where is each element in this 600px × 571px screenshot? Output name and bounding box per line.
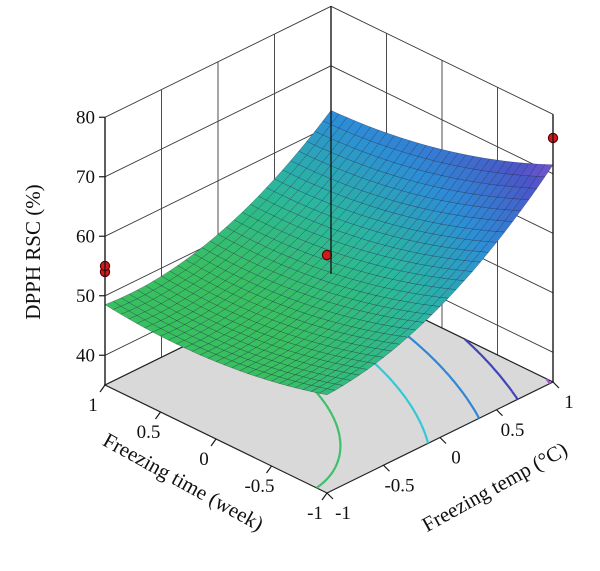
- y-tick: [439, 437, 447, 444]
- x-tick: [321, 492, 328, 501]
- z-tick-label: 80: [76, 107, 95, 128]
- z-tick-label: 40: [76, 345, 95, 366]
- x-tick: [266, 465, 272, 474]
- design-point: [321, 249, 333, 261]
- x-tick-label: 1: [88, 395, 98, 416]
- x-tick: [99, 384, 106, 393]
- y-tick: [326, 492, 334, 500]
- z-axis-title: DPPH RSC (%): [21, 184, 45, 319]
- y-tick-label: 1: [564, 392, 574, 413]
- response-surface: [104, 110, 554, 395]
- z-tick-label: 70: [76, 167, 95, 188]
- tick-labels: 40 50 60 70 80 1 0.5 0 -0.5 -1 -1 -0.5 0 0.5 1: [76, 107, 574, 524]
- y-tick-label: -1: [335, 503, 351, 524]
- y-axis-title: Freezing temp (°C): [418, 437, 572, 537]
- y-tick: [496, 409, 503, 417]
- contour-line: [545, 378, 551, 385]
- x-tick-label: -0.5: [244, 476, 274, 497]
- x-tick-label: 0: [199, 449, 209, 470]
- y-tick: [552, 381, 560, 389]
- wall-hgrid: [104, 5, 554, 118]
- x-tick-label: -1: [307, 503, 323, 524]
- surface-cell: [318, 388, 336, 395]
- y-tick: [383, 464, 390, 472]
- y-tick-label: 0: [451, 448, 461, 469]
- x-tick-label: 0.5: [137, 422, 161, 443]
- contour-line: [463, 338, 519, 401]
- y-tick-label: -0.5: [384, 475, 414, 496]
- z-tick-label: 60: [76, 226, 95, 247]
- x-tick: [210, 438, 217, 447]
- y-tick-label: 0.5: [501, 420, 525, 441]
- axes: [99, 6, 560, 501]
- x-tick: [155, 411, 161, 420]
- z-tick-label: 50: [76, 286, 95, 307]
